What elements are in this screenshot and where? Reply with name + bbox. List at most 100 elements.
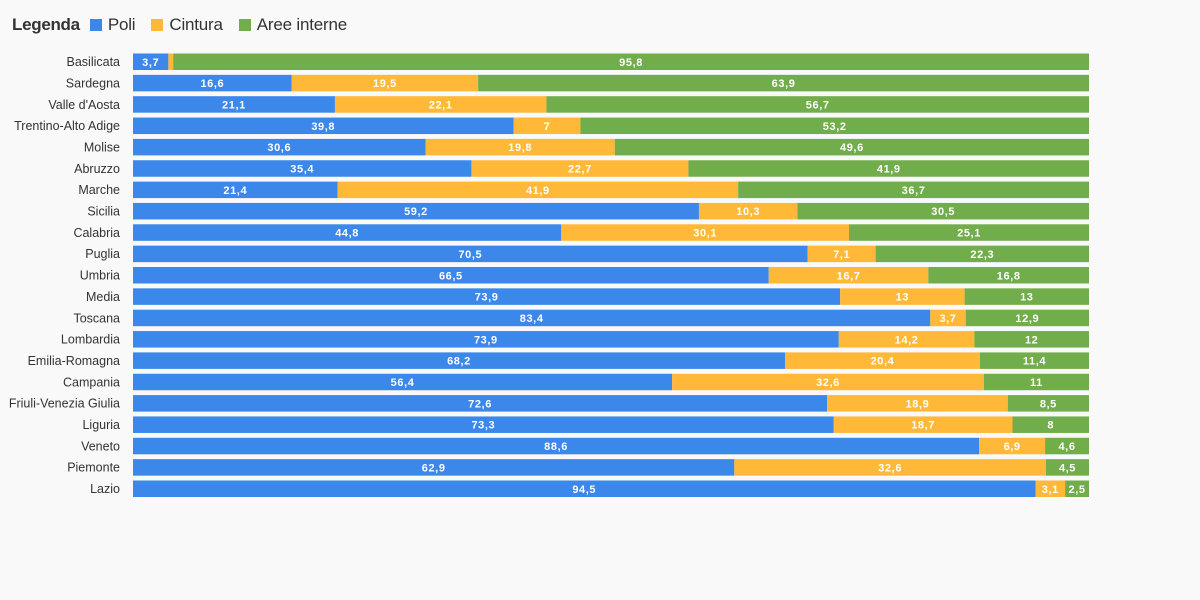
value-label-aree-interne-molise: 49,6 [840, 142, 864, 154]
value-label-cintura-friuli-venezia-giulia: 18,9 [905, 398, 929, 410]
legend-label-aree-interne: Aree interne [256, 15, 347, 34]
bar-poli-media [133, 288, 841, 305]
value-label-poli-sardegna: 16,6 [200, 78, 224, 90]
value-label-poli-valle-d-aosta: 21,1 [222, 99, 246, 111]
value-label-cintura-sardegna: 19,5 [373, 78, 397, 90]
bar-cintura-lombardia [838, 331, 975, 348]
value-label-poli-toscana: 83,4 [520, 313, 544, 325]
legend-title: Legenda [12, 15, 80, 34]
bar-aree-interne-puglia [875, 245, 1089, 263]
bar-aree-interne-lombardia [974, 331, 1089, 348]
value-label-poli-liguria: 73,3 [471, 420, 495, 432]
value-label-aree-interne-sicilia: 30,5 [931, 206, 955, 218]
value-label-poli-marche: 21,4 [223, 185, 247, 197]
bar-aree-interne-veneto [1045, 437, 1089, 455]
bar-poli-sicilia [133, 202, 699, 220]
category-label-liguria: Liguria [82, 418, 120, 432]
value-label-aree-interne-campania: 11 [1030, 377, 1043, 389]
value-label-cintura-abruzzo: 22,7 [568, 164, 592, 176]
bar-cintura-piemonte [734, 459, 1046, 476]
bar-aree-interne-friuli-venezia-giulia [1007, 395, 1089, 412]
bar-aree-interne-piemonte [1045, 459, 1089, 476]
value-label-poli-abruzzo: 35,4 [290, 164, 314, 176]
bar-aree-interne-trentino-alto-adige [580, 117, 1089, 135]
bar-aree-interne-molise [614, 138, 1089, 156]
bar-poli-abruzzo [133, 160, 472, 177]
bar-cintura-emilia-romagna [784, 352, 981, 369]
bar-cintura-basilicata [168, 53, 174, 70]
category-label-sardegna: Sardegna [66, 76, 120, 90]
value-label-aree-interne-marche: 36,7 [902, 185, 926, 197]
category-label-trentino-alto-adige: Trentino-Alto Adige [14, 119, 120, 133]
value-label-cintura-trentino-alto-adige: 7 [544, 121, 551, 133]
category-label-abruzzo: Abruzzo [74, 162, 120, 176]
value-label-cintura-piemonte: 32,6 [878, 462, 902, 474]
value-label-cintura-umbria: 16,7 [837, 270, 861, 282]
bar-aree-interne-basilicata [173, 53, 1089, 70]
value-label-poli-lombardia: 73,9 [474, 334, 498, 346]
value-label-aree-interne-emilia-romagna: 11,4 [1023, 356, 1046, 368]
value-label-aree-interne-toscana: 12,9 [1015, 313, 1039, 325]
category-label-veneto: Veneto [81, 439, 120, 453]
bar-cintura-veneto [979, 437, 1046, 455]
value-label-cintura-campania: 32,6 [816, 377, 840, 389]
value-label-aree-interne-liguria: 8 [1047, 420, 1054, 432]
category-label-media: Media [86, 290, 120, 304]
bar-aree-interne-toscana [965, 309, 1089, 327]
value-label-aree-interne-basilicata: 95,8 [619, 57, 643, 69]
value-label-poli-sicilia: 59,2 [404, 206, 428, 218]
bar-cintura-sicilia [698, 202, 798, 220]
bar-cintura-abruzzo [471, 160, 689, 177]
value-label-poli-molise: 30,6 [267, 142, 291, 154]
category-label-piemonte: Piemonte [67, 461, 120, 475]
value-label-cintura-veneto: 6,9 [1004, 441, 1021, 453]
value-label-aree-interne-friuli-venezia-giulia: 8,5 [1040, 398, 1057, 410]
value-label-cintura-lombardia: 14,2 [895, 334, 919, 346]
bar-poli-basilicata [133, 53, 169, 70]
bar-poli-trentino-alto-adige [133, 117, 514, 135]
legend-label-poli: Poli [107, 15, 136, 34]
category-label-valle-d-aosta: Valle d'Aosta [48, 98, 120, 112]
legend-label-cintura: Cintura [169, 15, 223, 34]
bar-aree-interne-campania [983, 373, 1089, 391]
bar-cintura-lazio [1035, 480, 1066, 497]
category-label-calabria: Calabria [73, 226, 120, 240]
bar-poli-lazio [133, 480, 1036, 497]
bar-poli-sardegna [133, 74, 292, 92]
legend-item-cintura: Cintura [151, 15, 223, 35]
bar-cintura-friuli-venezia-giulia [827, 395, 1008, 412]
bar-cintura-campania [672, 373, 984, 391]
legend-swatch-cintura [151, 19, 164, 31]
bar-aree-interne-liguria [1012, 416, 1089, 433]
bar-poli-umbria [133, 267, 769, 284]
legend: Legenda Poli Cintura Aree interne [12, 13, 363, 37]
value-label-poli-basilicata: 3,7 [142, 57, 159, 69]
bar-cintura-media [840, 288, 965, 305]
bar-aree-interne-emilia-romagna [980, 352, 1089, 369]
value-label-poli-friuli-venezia-giulia: 72,6 [468, 398, 492, 410]
value-label-aree-interne-puglia: 22,3 [970, 249, 994, 261]
bar-aree-interne-sicilia [797, 202, 1089, 220]
value-label-poli-piemonte: 62,9 [422, 462, 446, 474]
bar-poli-toscana [133, 309, 931, 327]
value-label-aree-interne-abruzzo: 41,9 [877, 164, 901, 176]
bar-aree-interne-media [964, 288, 1089, 305]
bar-poli-piemonte [133, 459, 735, 476]
bar-poli-lombardia [133, 331, 839, 348]
bar-aree-interne-umbria [928, 267, 1089, 284]
value-label-aree-interne-calabria: 25,1 [957, 228, 981, 240]
bar-cintura-puglia [807, 245, 876, 263]
value-label-cintura-molise: 19,8 [508, 142, 532, 154]
bar-cintura-sardegna [291, 74, 479, 92]
legend-item-poli: Poli [89, 15, 136, 35]
value-label-cintura-sicilia: 10,3 [736, 206, 760, 218]
value-label-aree-interne-media: 13 [1020, 292, 1033, 304]
bar-cintura-calabria [561, 224, 850, 241]
value-label-aree-interne-trentino-alto-adige: 53,2 [823, 121, 847, 133]
bar-aree-interne-calabria [849, 224, 1089, 241]
value-label-cintura-calabria: 30,1 [693, 228, 717, 240]
bar-poli-friuli-venezia-giulia [133, 395, 828, 412]
value-label-cintura-puglia: 7,1 [833, 249, 850, 261]
